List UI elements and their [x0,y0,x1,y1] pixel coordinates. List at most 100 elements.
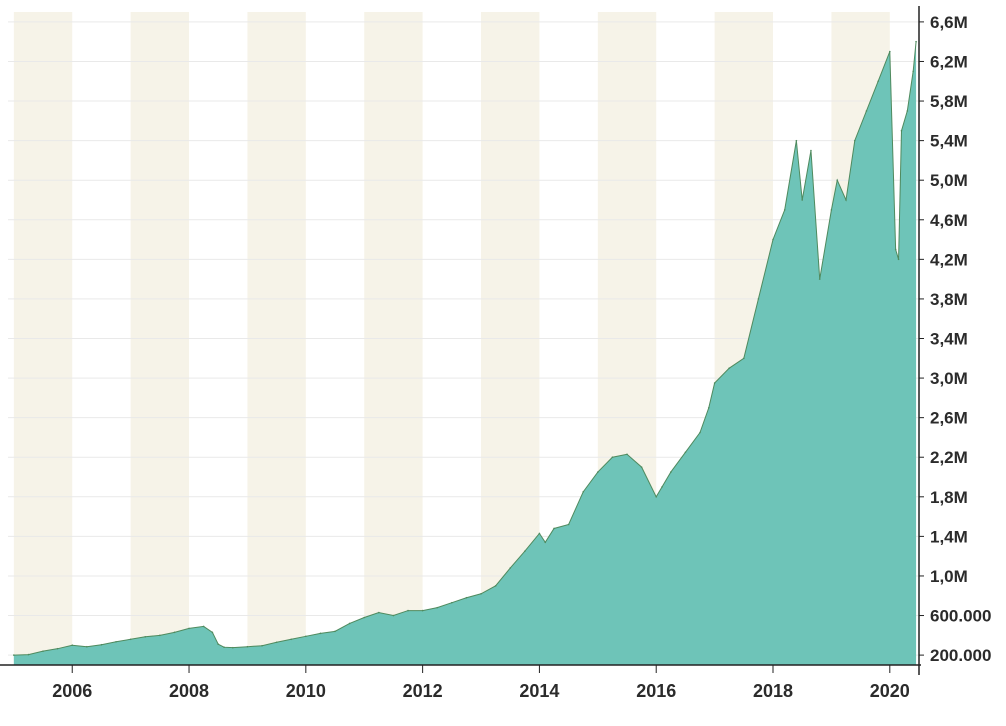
y-tick-label: 2,2M [930,448,968,467]
data-point [363,616,366,619]
x-tick-label: 2008 [169,681,209,701]
data-point [757,298,760,300]
data-point [699,431,701,434]
data-point [553,527,555,530]
data-point [906,110,909,112]
data-point [56,647,59,650]
data-point [465,596,468,599]
y-tick-label: 1,4M [930,527,968,546]
data-point [743,357,745,360]
y-tick-label: 6,6M [930,13,968,32]
y-tick-label: 200.000 [930,646,991,665]
data-point [232,646,234,649]
data-point [223,646,225,648]
data-point [597,471,599,473]
data-point [13,654,15,656]
data-point [100,643,103,646]
x-tick-label: 2014 [519,681,559,701]
data-point [451,601,453,604]
data-point [407,609,409,612]
x-tick-label: 2018 [753,681,793,701]
data-point [334,630,336,633]
y-tick-label: 600.000 [930,607,991,626]
data-point [707,406,710,409]
data-point [655,496,658,498]
data-point [480,592,482,595]
data-point [877,80,879,83]
data-point [772,238,774,241]
data-point [810,149,812,152]
data-point [290,638,293,641]
y-tick-label: 3,8M [930,290,968,309]
data-point [853,139,856,142]
data-point [217,643,220,646]
data-point [818,278,821,280]
data-point [42,650,44,652]
data-point [129,638,132,641]
y-tick-label: 5,4M [930,132,968,151]
data-point [144,636,147,638]
x-tick-label: 2010 [286,681,326,701]
data-point [348,622,351,625]
data-point [188,627,190,630]
y-tick-label: 3,4M [930,330,968,349]
data-point [640,466,643,468]
data-point [889,50,891,53]
data-point [246,645,249,648]
data-point [524,550,526,553]
y-tick-label: 1,0M [930,567,968,586]
y-tick-label: 5,8M [930,92,968,111]
x-tick-label: 2020 [870,681,910,701]
data-point [544,541,547,544]
data-point [86,645,88,648]
data-point [611,456,614,459]
data-point [684,451,687,454]
data-point [845,199,847,201]
data-point [912,70,914,73]
data-point [392,614,395,617]
data-point [626,453,628,456]
x-tick-label: 2006 [52,681,92,701]
data-point [865,110,868,112]
data-point [421,609,424,612]
data-point [202,625,205,628]
data-point [801,199,804,201]
data-point [305,635,307,638]
x-axis-ticks: 2006 2008 2010 2012 2014 2016 2018 2020 [52,665,910,701]
series-line [13,41,917,656]
data-point [436,606,439,609]
data-point [795,139,798,142]
y-tick-label: 1,8M [930,488,968,507]
data-point [319,632,322,635]
data-point [567,523,570,526]
data-point [830,209,833,211]
data-point [27,653,30,656]
data-point [173,631,176,634]
data-point [538,532,541,535]
x-tick-label: 2012 [403,681,443,701]
data-point [728,367,731,369]
data-point [900,129,903,132]
data-point [897,258,900,261]
data-point [661,486,663,488]
data-point [509,567,512,569]
y-tick-label: 5,0M [930,171,968,190]
data-point [783,209,786,211]
y-axis-ticks: 200.000 600.000 1,0M 1,4M 1,8M 2,2M 2,6M 3,0M 3,… [919,13,991,665]
data-point [915,40,917,43]
data-point [261,644,263,647]
data-point [275,641,278,644]
data-point [836,179,839,181]
data-point [713,382,716,384]
y-tick-label: 2,6M [930,409,968,428]
data-point [582,491,585,493]
axes [0,6,921,675]
data-point [211,631,214,634]
data-area [13,40,917,665]
x-tick-label: 2016 [636,681,676,701]
y-tick-label: 4,2M [930,250,968,269]
data-point [159,634,161,637]
data-point [494,585,497,587]
y-tick-label: 4,6M [930,211,968,230]
